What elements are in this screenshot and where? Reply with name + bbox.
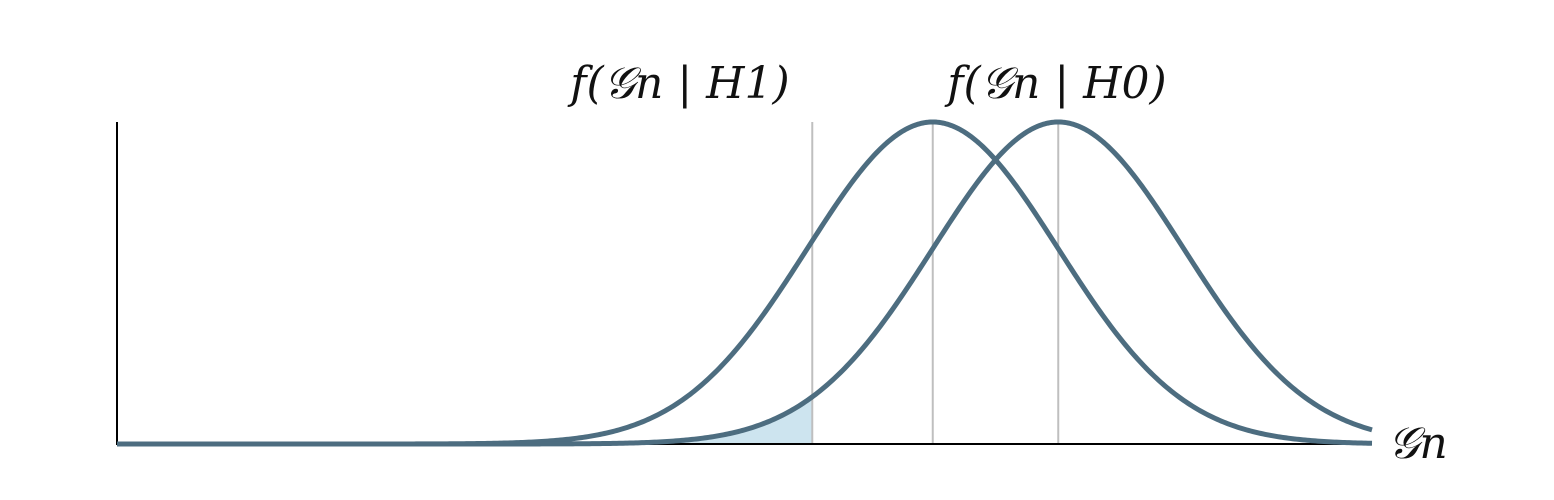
x-axis-label: 𝒢n [1388, 418, 1448, 469]
shaded-region [117, 396, 813, 444]
series-line-h1 [116, 119, 1373, 447]
series-label-h1: f(𝒢n | H1) [567, 58, 789, 109]
series-line-h0 [116, 119, 1373, 447]
series-label-h0: f(𝒢n | H0) [944, 58, 1166, 109]
